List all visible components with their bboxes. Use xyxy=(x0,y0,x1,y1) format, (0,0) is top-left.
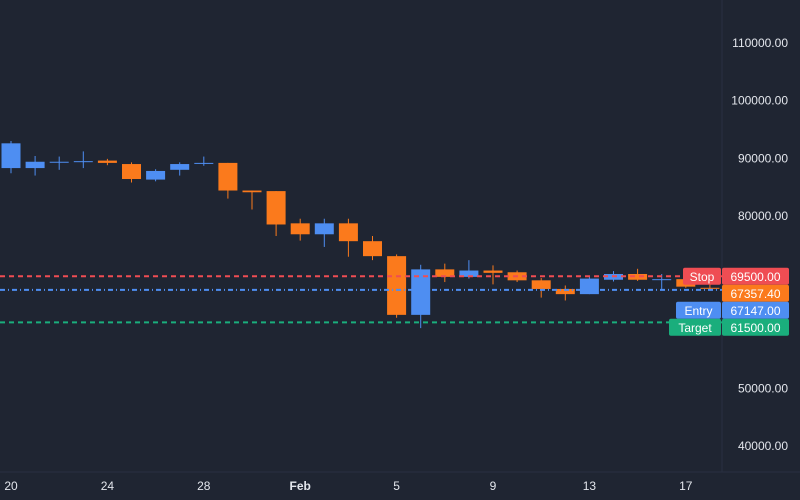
candle-down[interactable] xyxy=(290,218,310,241)
candle-down[interactable] xyxy=(218,162,238,199)
candle-body xyxy=(266,191,286,225)
x-tick-label: Feb xyxy=(290,479,311,493)
candle-up[interactable] xyxy=(73,151,93,169)
price-line-name-target[interactable]: Target xyxy=(669,318,721,336)
x-tick-label: 5 xyxy=(393,479,400,493)
candle-down[interactable] xyxy=(242,190,262,210)
price-line-name-box xyxy=(683,267,721,285)
x-tick-label: 9 xyxy=(490,479,497,493)
candle-down[interactable] xyxy=(266,191,286,236)
x-tick-label: 13 xyxy=(583,479,597,493)
candle-down[interactable] xyxy=(338,218,358,257)
candle-body xyxy=(700,287,720,289)
candle-body xyxy=(338,223,358,242)
candle-down[interactable] xyxy=(363,236,382,261)
x-tick-label: 28 xyxy=(197,479,211,493)
candle-down[interactable] xyxy=(483,265,503,285)
candle-down[interactable] xyxy=(628,268,648,281)
y-tick-label: 50000.00 xyxy=(738,382,788,396)
candle-body xyxy=(387,256,407,315)
candle-body xyxy=(194,162,214,164)
x-tick-label: 17 xyxy=(679,479,693,493)
candle-body xyxy=(411,269,431,315)
time-axis-panel[interactable] xyxy=(0,472,722,500)
candle-up[interactable] xyxy=(579,276,599,295)
candle-down[interactable] xyxy=(387,254,407,318)
candle-up[interactable] xyxy=(146,169,166,182)
y-tick-label: 80000.00 xyxy=(738,209,788,223)
candle-down[interactable] xyxy=(555,285,575,301)
price-line-name-box xyxy=(669,318,721,336)
candle-body xyxy=(73,161,93,163)
y-tick-label: 100000.00 xyxy=(731,94,788,108)
candle-body xyxy=(122,164,141,180)
price-line-name-text: Target xyxy=(678,321,712,335)
price-axis-panel[interactable] xyxy=(722,0,800,472)
price-tag-box xyxy=(722,318,789,336)
candle-up[interactable] xyxy=(49,156,69,170)
price-line-labels: 69500.00 Stop 67357.40 67147.00 Entry 61500.0… xyxy=(669,267,789,336)
price-tag-target: 61500.00 xyxy=(722,318,789,336)
candle-body xyxy=(579,278,599,295)
price-line-name-text: Stop xyxy=(690,270,715,284)
candle-up[interactable] xyxy=(170,162,190,176)
candle-body xyxy=(555,288,575,295)
candle-up[interactable] xyxy=(314,218,334,247)
candle-down[interactable] xyxy=(97,158,117,166)
price-line-name-text: Entry xyxy=(684,304,712,318)
candle-body xyxy=(242,190,262,193)
price-tag-box xyxy=(722,301,789,319)
price-tag-stop: 69500.00 xyxy=(722,267,789,285)
candle-down[interactable] xyxy=(435,263,455,283)
candle-body xyxy=(49,161,69,163)
candle-body xyxy=(435,269,455,277)
candle-body xyxy=(314,223,334,235)
candle-body xyxy=(25,161,45,169)
candle-up[interactable] xyxy=(194,156,214,166)
price-line-name-entry[interactable]: Entry xyxy=(676,301,721,319)
candle-up[interactable] xyxy=(1,141,21,174)
candle-down[interactable] xyxy=(531,278,551,298)
candle-body xyxy=(363,241,382,257)
price-tag-value: 69500.00 xyxy=(730,270,780,284)
candle-up[interactable] xyxy=(411,264,431,329)
candle-body xyxy=(146,170,166,180)
candle-body xyxy=(483,270,503,273)
price-line-name-stop[interactable]: Stop xyxy=(683,267,721,285)
candle-body xyxy=(459,270,479,277)
candles xyxy=(1,141,720,329)
candle-body xyxy=(531,280,551,289)
price-tag-value: 61500.00 xyxy=(730,321,780,335)
candle-body xyxy=(652,279,672,281)
time-axis-ticks: 20 24 28 Feb 5 9 13 17 xyxy=(4,479,692,493)
candle-body xyxy=(170,164,190,170)
price-tag-value: 67147.00 xyxy=(730,304,780,318)
candle-body xyxy=(218,162,238,191)
x-tick-label: 24 xyxy=(101,479,115,493)
candle-up[interactable] xyxy=(25,155,45,176)
candle-down[interactable] xyxy=(122,162,141,183)
price-tag-value: 67357.40 xyxy=(730,287,780,301)
candle-body xyxy=(290,223,310,235)
y-tick-label: 110000.00 xyxy=(732,36,788,50)
price-lines xyxy=(0,275,722,324)
last-price-tag: 67357.40 xyxy=(722,284,789,302)
price-line-name-box xyxy=(676,301,721,319)
price-tag-box xyxy=(722,284,789,302)
y-tick-label: 40000.00 xyxy=(738,439,788,453)
price-tag-entry: 67147.00 xyxy=(722,301,789,319)
candle-body xyxy=(628,273,648,280)
price-tag-box xyxy=(722,267,789,285)
y-tick-label: 90000.00 xyxy=(738,151,788,165)
candle-body xyxy=(97,160,117,163)
x-tick-label: 20 xyxy=(4,479,18,493)
candle-body xyxy=(1,143,21,169)
